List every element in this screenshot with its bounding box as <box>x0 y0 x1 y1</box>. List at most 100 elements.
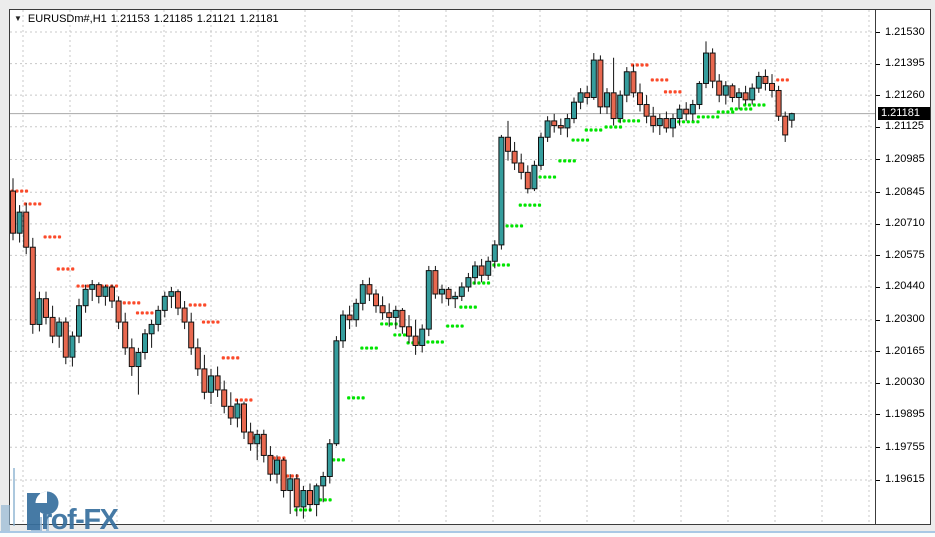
window-bottom-edge <box>0 531 935 533</box>
buy-signal-dot <box>459 305 463 309</box>
candle-body <box>491 244 498 262</box>
candle-body <box>175 291 181 309</box>
ohlc-close: 1.21181 <box>239 13 279 25</box>
axis-tick <box>876 192 880 194</box>
sell-signal-dot <box>20 189 24 193</box>
logo-line <box>13 468 15 526</box>
candle-body <box>445 288 452 300</box>
buy-signal-dot <box>632 119 636 123</box>
sell-signal-dot <box>663 90 668 94</box>
buy-signal-dot <box>594 128 598 132</box>
axis-tick <box>876 351 880 353</box>
buy-signal-dot <box>523 203 527 207</box>
buy-signal-dot <box>749 107 753 111</box>
chart-header: ▼ EURUSDm#,H1 1.21153 1.21185 1.21121 1.21181 <box>14 13 283 27</box>
buy-signal-dot <box>558 159 562 163</box>
candle-body <box>188 321 195 349</box>
sell-signal-dot <box>226 356 230 360</box>
logo-bar <box>1 505 10 533</box>
candle-body <box>373 293 379 307</box>
candle-body <box>604 92 610 108</box>
candle-body <box>584 92 591 99</box>
sell-signal-dot <box>132 301 136 305</box>
chart-dropdown-icon[interactable]: ▼ <box>14 14 22 23</box>
axis-tick <box>876 479 880 481</box>
buy-signal-dot <box>618 125 623 129</box>
buy-signal-dot <box>548 175 552 179</box>
candle-body <box>16 211 23 234</box>
candle-body <box>392 309 399 318</box>
sell-signal-dot <box>780 78 785 82</box>
candle-body <box>716 80 723 96</box>
candle-body <box>788 113 795 121</box>
buy-signal-dot <box>563 159 567 163</box>
sell-signal-dot <box>206 320 210 324</box>
axis-tick <box>876 223 880 225</box>
buy-signal-dot <box>440 340 444 344</box>
sell-signal-dot <box>231 356 235 360</box>
candle-body <box>736 92 742 99</box>
candle-body <box>577 92 584 103</box>
candle-body <box>551 120 558 127</box>
buy-signal-dot <box>576 138 580 142</box>
buy-signal-dot <box>299 508 303 512</box>
candle-body <box>643 104 650 117</box>
axis-price-label: 1.21395 <box>885 57 925 70</box>
candle-body <box>214 375 221 391</box>
axis-price-label: 1.20030 <box>885 376 925 389</box>
buy-signal-dot <box>365 346 369 350</box>
buy-signal-dot <box>706 115 710 119</box>
buy-signal-dot <box>622 119 626 123</box>
buy-signal-dot <box>380 322 384 326</box>
sell-signal-dot <box>776 78 780 82</box>
candle-body <box>82 288 89 307</box>
candle-body <box>128 347 135 368</box>
buy-signal-dot <box>361 396 365 400</box>
sell-signal-dot <box>38 202 42 206</box>
candle-body <box>227 405 234 419</box>
buy-signal-dot <box>585 138 590 142</box>
axis-price-label: 1.20165 <box>885 344 925 357</box>
buy-signal-dot <box>389 322 393 326</box>
candle-body <box>722 85 729 96</box>
sell-signal-dot <box>137 301 141 305</box>
candle-body <box>326 443 333 477</box>
candle-body <box>782 115 789 136</box>
buy-signal-dot <box>528 203 532 207</box>
buy-signal-dot <box>552 175 557 179</box>
sell-signal-dot <box>203 303 207 307</box>
axis-price-label: 1.20845 <box>885 185 925 198</box>
axis-tick <box>876 286 880 288</box>
candle-body <box>478 265 485 276</box>
chart-canvas[interactable]: rof-FX ▼ EURUSDm#,H1 1.21153 1.21185 1.21121… <box>1 10 876 537</box>
axis-tick <box>876 95 880 97</box>
candle-body <box>617 94 624 120</box>
buy-signal-dot <box>686 120 690 124</box>
sell-signal-dot <box>193 303 197 307</box>
candle-body <box>419 328 426 346</box>
sell-signal-dot <box>76 284 80 288</box>
signal-dots-layer <box>10 63 789 512</box>
buy-signal-dot <box>543 175 547 179</box>
sell-signal-dot <box>43 235 47 239</box>
current-price-tag: 1.21181 <box>878 107 930 121</box>
candle-body <box>729 85 736 99</box>
buy-signal-dot <box>347 396 351 400</box>
sell-signal-dot <box>221 356 225 360</box>
buy-signal-dot <box>636 119 641 123</box>
axis-price-label: 1.20710 <box>885 217 925 230</box>
sell-signal-dot <box>122 301 126 305</box>
buy-signal-dot <box>446 324 450 328</box>
ohlc-open: 1.21153 <box>110 13 150 25</box>
buy-signal-dot <box>351 396 356 400</box>
buy-signal-dot <box>518 203 522 207</box>
axis-price-label: 1.19895 <box>885 407 925 420</box>
price-axis[interactable]: 1.21181 1.21530 1.21395 1.21260 1.21125 1.20… <box>876 10 930 524</box>
candle-body <box>241 403 247 433</box>
logo-line <box>46 508 49 537</box>
buy-signal-dot <box>477 281 481 285</box>
axis-tick <box>876 63 880 65</box>
buy-signal-dot <box>726 110 730 114</box>
buy-signal-dot <box>482 281 486 285</box>
candle-body <box>465 277 472 288</box>
